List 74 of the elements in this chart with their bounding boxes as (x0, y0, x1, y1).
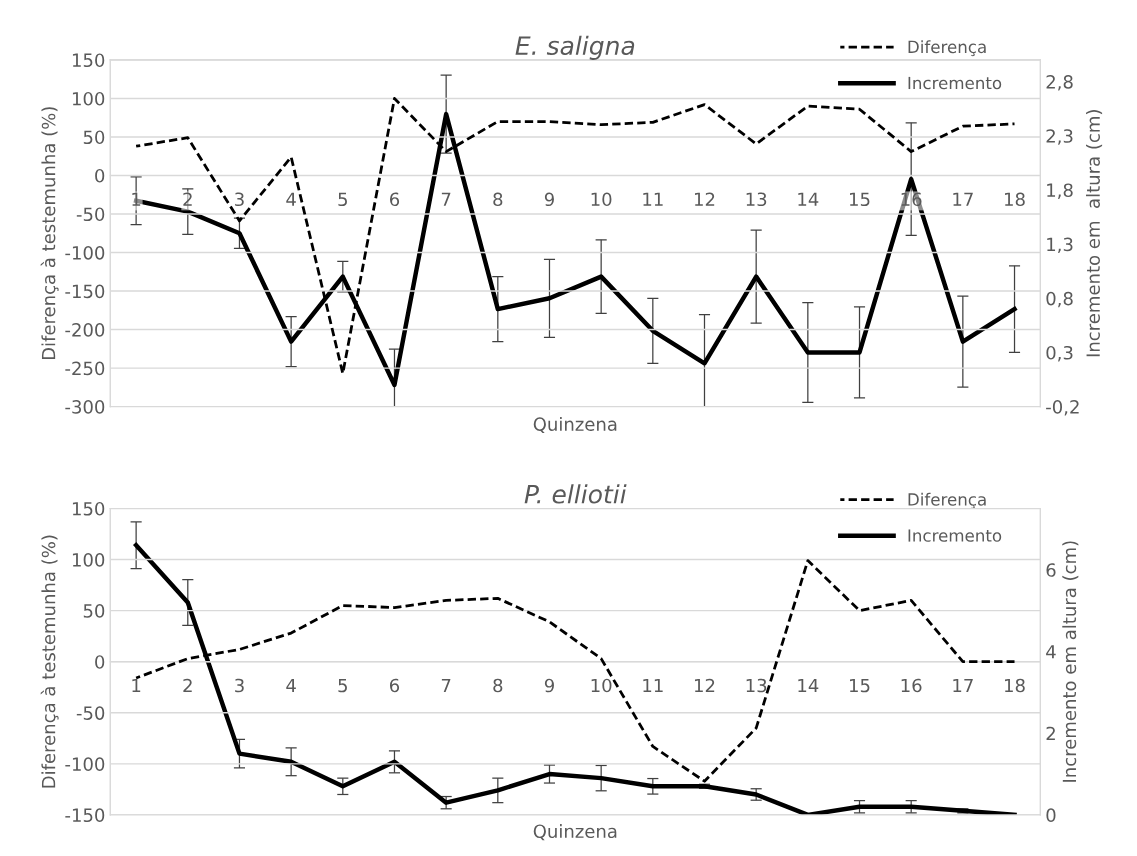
x-tick-label: 11 (643, 678, 663, 693)
x-tick-label: 12 (694, 192, 715, 206)
y2-tick-label: 2,8 (1046, 75, 1073, 91)
y-tick-label: -50 (76, 706, 105, 720)
x-tick-label: 15 (850, 192, 870, 207)
y2-tick-label: 2 (1046, 726, 1055, 741)
x-tick-label: 18 (1005, 678, 1025, 693)
chart-title: P. elliotii (524, 484, 627, 504)
y-tick-label: 150 (72, 53, 105, 68)
x-tick-label: 6 (389, 678, 400, 693)
y-tick-label: -50 (76, 207, 105, 222)
x-tick-label: 14 (798, 678, 819, 693)
x-tick-label: 9 (544, 192, 554, 207)
x-tick-label: 13 (746, 192, 767, 207)
x-tick-label: 3 (235, 192, 244, 207)
legend-label: Incremento (908, 529, 1002, 542)
legend-label: Diferença (908, 492, 986, 509)
y2-tick-label: 1,3 (1047, 237, 1073, 254)
x-tick-label: 3 (235, 678, 244, 693)
legend-label: Incremento (908, 76, 1002, 90)
chart-title: E. saligna (515, 35, 635, 60)
y2-tick-label: 6 (1046, 563, 1056, 577)
x-tick-label: 4 (286, 192, 296, 206)
y-tick-label: 0 (95, 655, 105, 669)
y2-tick-label: 4 (1046, 645, 1056, 659)
y-tick-label: 50 (83, 604, 105, 618)
x-tick-label: 2 (183, 678, 192, 693)
y-tick-label: -100 (65, 245, 105, 260)
x-tick-label: 14 (798, 192, 819, 206)
x-tick-label: 9 (544, 678, 554, 693)
x-tick-label: 2 (183, 192, 192, 206)
x-tick-label: 1 (132, 678, 141, 693)
x-tick-label: 12 (694, 678, 715, 693)
x-tick-label: 16 (901, 678, 922, 693)
y-axis-title: Diferença à testemunha (%) (40, 535, 59, 788)
y2-tick-label: 0,8 (1046, 291, 1073, 308)
x-tick-label: 13 (746, 678, 767, 693)
x-tick-label: 10 (591, 192, 612, 207)
y2-tick-label: 0,3 (1046, 345, 1073, 362)
x-tick-label: 7 (441, 678, 451, 693)
x-axis-title: Quinzena (533, 824, 617, 841)
y-tick-label: 100 (72, 91, 105, 106)
x-axis-title: Quinzena (533, 417, 617, 434)
x-tick-label: 8 (493, 192, 503, 207)
x-tick-label: 5 (338, 678, 347, 693)
x-tick-label: 17 (953, 192, 973, 206)
y-tick-label: -250 (65, 361, 105, 376)
y2-axis-title: Incremento em altura (cm) (1062, 541, 1079, 782)
y-tick-label: -200 (65, 323, 105, 337)
x-tick-label: 4 (286, 678, 296, 693)
legend-label: Diferença (908, 40, 986, 57)
x-tick-label: 10 (591, 678, 612, 693)
x-tick-label: 6 (389, 192, 400, 207)
y2-tick-label: 0 (1046, 808, 1056, 823)
y-tick-label: -100 (65, 757, 105, 771)
y-axis-title: Diferença à testemunha (%) (40, 107, 59, 360)
x-tick-label: 7 (441, 192, 451, 206)
y-tick-label: -150 (65, 284, 105, 299)
x-tick-label: 11 (643, 192, 663, 206)
x-tick-label: 18 (1005, 192, 1025, 207)
y-tick-label: 150 (72, 501, 105, 516)
y2-tick-label: 1,8 (1047, 183, 1073, 199)
y-tick-label: 100 (72, 553, 105, 567)
y-tick-label: 0 (95, 168, 105, 183)
x-tick-label: 17 (953, 678, 973, 693)
y-tick-label: 50 (83, 130, 105, 145)
y-tick-label: -300 (65, 400, 105, 414)
y2-axis-title: Incremento em altura (cm) (1086, 110, 1103, 357)
y-tick-label: -150 (65, 808, 105, 823)
y2-tick-label: -0,2 (1046, 400, 1079, 416)
y2-tick-label: 2,3 (1046, 129, 1073, 145)
x-tick-label: 15 (850, 678, 870, 693)
x-tick-label: 8 (493, 678, 503, 693)
x-tick-label: 5 (338, 192, 347, 207)
